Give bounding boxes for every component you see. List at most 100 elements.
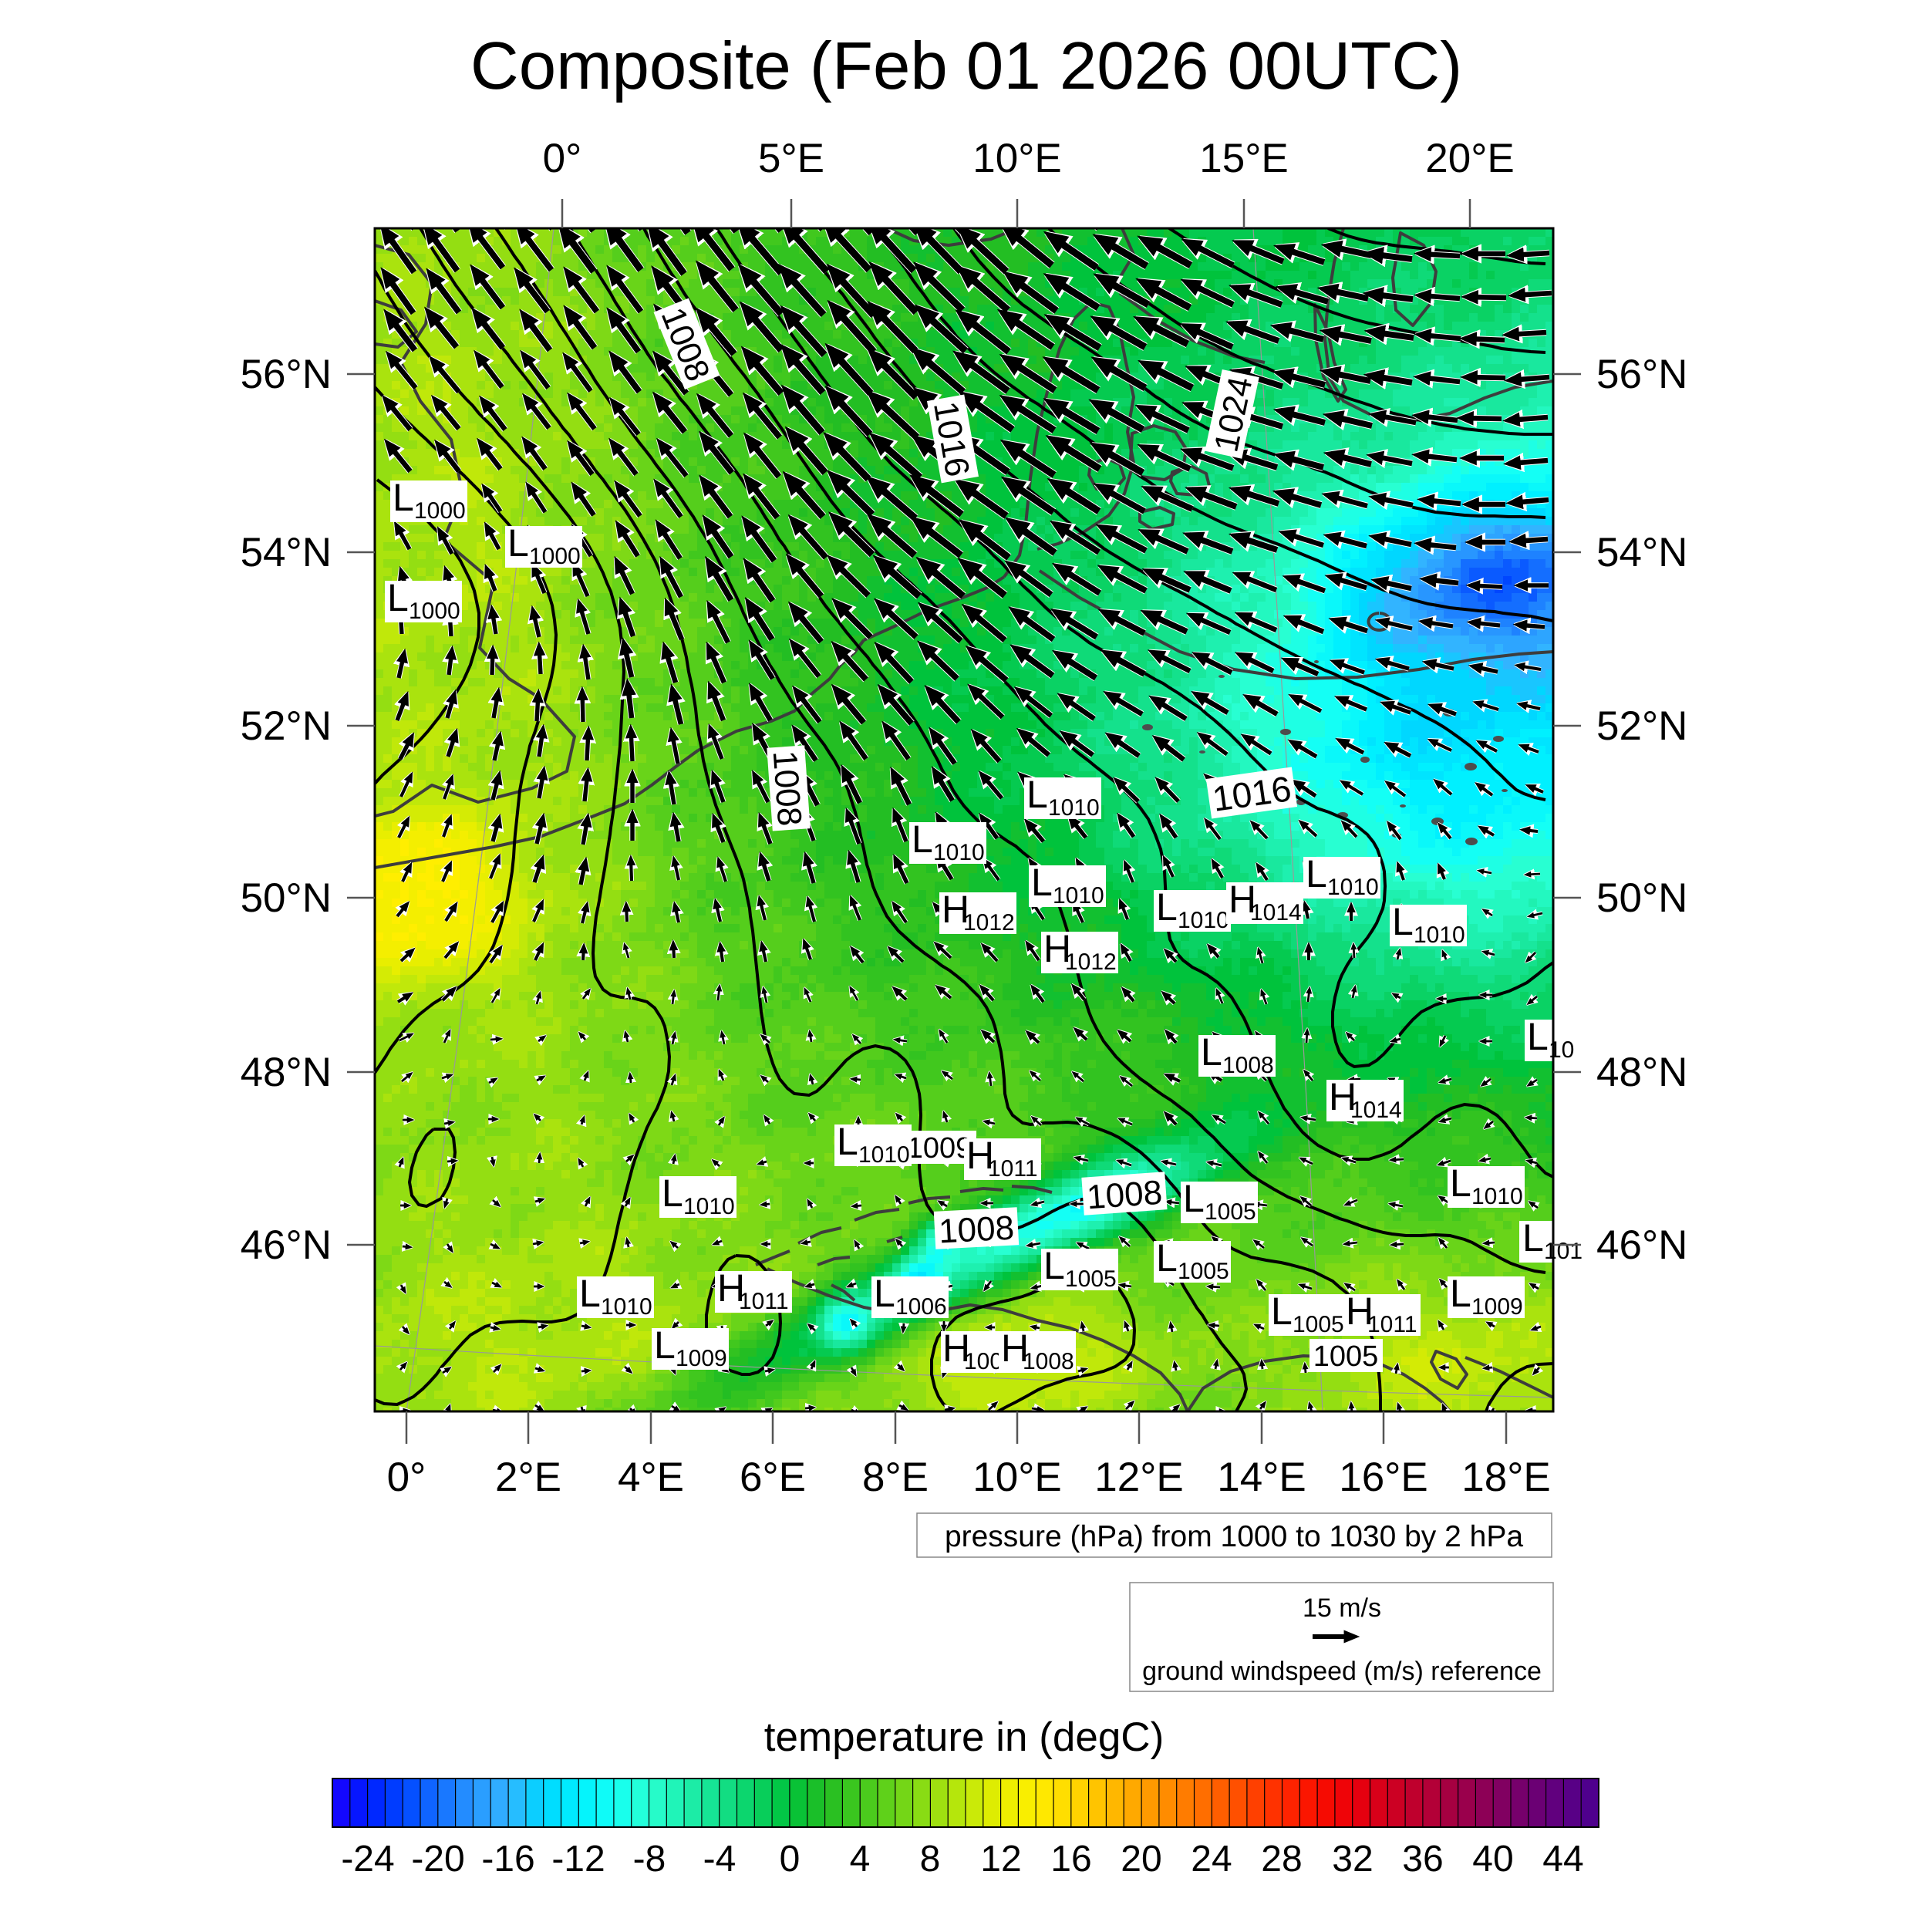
svg-text:48°N: 48°N [1596,1050,1687,1095]
svg-text:-16: -16 [481,1839,534,1880]
svg-text:1005: 1005 [1178,1259,1229,1284]
svg-text:-8: -8 [633,1839,666,1880]
svg-text:L: L [1527,1015,1549,1058]
svg-text:L: L [1306,852,1327,895]
svg-text:H: H [942,888,969,931]
svg-text:L: L [393,476,414,519]
svg-text:1012: 1012 [963,910,1015,936]
svg-text:temperature in (degC): temperature in (degC) [764,1715,1164,1760]
svg-text:-12: -12 [551,1839,605,1880]
svg-text:1011: 1011 [988,1156,1038,1182]
svg-text:L: L [1271,1290,1293,1333]
svg-text:1014: 1014 [1250,900,1302,926]
svg-text:5°E: 5°E [758,136,824,181]
svg-text:1008: 1008 [1086,1174,1164,1217]
svg-text:1010: 1010 [1327,875,1379,900]
svg-text:L: L [1522,1216,1544,1259]
svg-text:4: 4 [850,1839,871,1880]
svg-text:L: L [874,1272,895,1315]
svg-text:20°E: 20°E [1425,136,1515,181]
svg-text:46°N: 46°N [1596,1222,1687,1268]
svg-text:1000: 1000 [414,498,466,524]
svg-text:18°E: 18°E [1461,1455,1551,1500]
svg-text:H: H [1346,1290,1374,1333]
svg-text:L: L [912,818,933,861]
svg-text:-4: -4 [703,1839,736,1880]
svg-text:1008: 1008 [766,750,809,828]
svg-text:H: H [717,1266,745,1310]
svg-text:6°E: 6°E [740,1455,806,1500]
svg-text:1009: 1009 [1471,1294,1523,1320]
svg-text:L: L [1392,900,1414,943]
svg-text:52°N: 52°N [241,703,332,749]
svg-text:12: 12 [980,1839,1021,1880]
svg-text:8°E: 8°E [862,1455,929,1500]
svg-text:L: L [1156,885,1178,929]
svg-text:1005: 1005 [1065,1266,1117,1292]
svg-text:15 m/s: 15 m/s [1303,1593,1381,1623]
svg-text:10°E: 10°E [972,136,1062,181]
svg-text:20: 20 [1121,1839,1161,1880]
svg-text:0: 0 [780,1839,801,1880]
svg-text:8: 8 [920,1839,941,1880]
svg-text:H: H [1001,1327,1029,1370]
svg-text:1000: 1000 [529,544,581,569]
svg-text:54°N: 54°N [1596,530,1687,575]
svg-text:1008: 1008 [1222,1053,1274,1078]
svg-text:L: L [1156,1236,1178,1280]
svg-text:1010: 1010 [858,1142,910,1168]
svg-text:16: 16 [1050,1839,1091,1880]
svg-text:46°N: 46°N [241,1222,332,1268]
svg-text:10°E: 10°E [972,1455,1062,1500]
svg-text:44: 44 [1542,1839,1583,1880]
svg-text:1012: 1012 [1065,949,1117,975]
svg-text:1010: 1010 [683,1194,735,1219]
svg-text:1006: 1006 [895,1294,947,1320]
svg-text:0°: 0° [543,136,582,181]
svg-text:L: L [1450,1272,1471,1315]
svg-text:ground windspeed (m/s) referen: ground windspeed (m/s) reference [1142,1657,1542,1686]
svg-text:50°N: 50°N [1596,875,1687,921]
svg-text:L: L [507,521,529,565]
svg-text:H: H [1329,1075,1357,1118]
svg-text:L: L [837,1120,858,1163]
svg-text:1014: 1014 [1350,1097,1402,1123]
svg-text:1008: 1008 [938,1209,1015,1250]
svg-text:L: L [662,1172,683,1215]
svg-text:2°E: 2°E [495,1455,561,1500]
svg-text:56°N: 56°N [241,352,332,397]
svg-text:32: 32 [1332,1839,1373,1880]
svg-text:1005: 1005 [1293,1312,1344,1337]
svg-text:L: L [1043,1244,1065,1287]
svg-text:0°: 0° [387,1455,426,1500]
svg-text:Composite (Feb 01 2026 00UTC): Composite (Feb 01 2026 00UTC) [470,29,1462,103]
svg-text:H: H [942,1327,970,1370]
svg-text:L: L [1183,1177,1205,1220]
svg-text:1011: 1011 [1367,1312,1417,1337]
svg-text:H: H [1229,878,1256,921]
svg-text:L: L [1031,861,1053,904]
svg-text:L: L [1026,773,1048,816]
svg-text:-24: -24 [341,1839,394,1880]
svg-text:L: L [1201,1030,1222,1074]
svg-text:50°N: 50°N [241,875,332,921]
svg-text:56°N: 56°N [1596,352,1687,397]
svg-text:24: 24 [1191,1839,1232,1880]
svg-text:101: 101 [1544,1239,1583,1264]
svg-text:1010: 1010 [1048,795,1100,821]
svg-text:pressure (hPa) from 1000 to 10: pressure (hPa) from 1000 to 1030 by 2 hP… [945,1520,1523,1553]
svg-text:1010: 1010 [1471,1184,1523,1209]
svg-text:40: 40 [1472,1839,1513,1880]
svg-text:H: H [1043,927,1071,970]
svg-text:12°E: 12°E [1094,1455,1184,1500]
svg-text:4°E: 4°E [618,1455,684,1500]
svg-text:28: 28 [1261,1839,1302,1880]
svg-text:1005: 1005 [1313,1340,1379,1373]
svg-text:-20: -20 [411,1839,464,1880]
svg-text:1011: 1011 [739,1289,789,1314]
svg-text:1008: 1008 [1023,1349,1074,1374]
svg-text:52°N: 52°N [1596,703,1687,749]
svg-text:1009: 1009 [676,1346,727,1371]
svg-text:14°E: 14°E [1217,1455,1306,1500]
svg-text:1005: 1005 [1205,1199,1256,1225]
